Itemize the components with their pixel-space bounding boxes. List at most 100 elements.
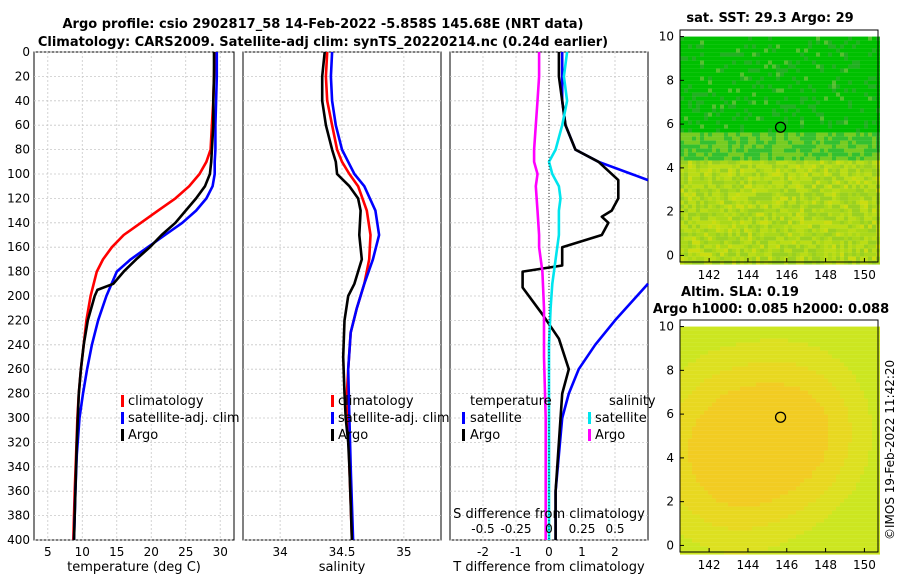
map-cell bbox=[848, 346, 852, 351]
map-cell bbox=[792, 216, 796, 221]
map-cell bbox=[760, 370, 764, 375]
map-cell bbox=[708, 450, 712, 455]
map-cell bbox=[844, 346, 848, 351]
map-cell bbox=[768, 128, 772, 133]
map-cell bbox=[736, 442, 740, 447]
map-cell bbox=[824, 176, 828, 181]
x-tick-label: 30 bbox=[213, 545, 228, 559]
map-cell bbox=[820, 220, 824, 225]
map-cell bbox=[780, 176, 784, 181]
map-cell bbox=[824, 48, 828, 53]
map-cell bbox=[864, 48, 868, 53]
map-cell bbox=[744, 76, 748, 81]
map-cell bbox=[828, 44, 832, 49]
map-cell bbox=[772, 204, 776, 209]
map-cell bbox=[872, 180, 876, 185]
map-cell bbox=[788, 414, 792, 419]
map-cell bbox=[684, 216, 688, 221]
map-cell bbox=[688, 462, 692, 467]
map-cell bbox=[764, 330, 768, 335]
map-cell bbox=[780, 104, 784, 109]
map-cell bbox=[756, 120, 760, 125]
map-cell bbox=[688, 406, 692, 411]
map-cell bbox=[852, 470, 856, 475]
map-cell bbox=[720, 64, 724, 69]
map-cell bbox=[744, 100, 748, 105]
map-cell bbox=[744, 386, 748, 391]
map-cell bbox=[708, 176, 712, 181]
map-cell bbox=[752, 72, 756, 77]
map-cell bbox=[804, 386, 808, 391]
map-cell bbox=[724, 240, 728, 245]
map-cell bbox=[776, 192, 780, 197]
map-cell bbox=[864, 430, 868, 435]
map-cell bbox=[860, 80, 864, 85]
map-cell bbox=[720, 52, 724, 57]
map-cell bbox=[832, 168, 836, 173]
map-cell bbox=[704, 378, 708, 383]
map-cell bbox=[848, 422, 852, 427]
map-cell bbox=[700, 116, 704, 121]
map-cell bbox=[720, 374, 724, 379]
map-cell bbox=[804, 462, 808, 467]
map-cell bbox=[824, 248, 828, 253]
map-cell bbox=[724, 160, 728, 165]
map-cell bbox=[688, 354, 692, 359]
map-cell bbox=[804, 446, 808, 451]
map-cell bbox=[808, 192, 812, 197]
map-cell bbox=[812, 136, 816, 141]
map-cell bbox=[868, 426, 872, 431]
map-cell bbox=[864, 326, 868, 331]
map-cell bbox=[824, 128, 828, 133]
map-cell bbox=[752, 200, 756, 205]
map-cell bbox=[796, 438, 800, 443]
map-cell bbox=[828, 40, 832, 45]
map-cell bbox=[736, 180, 740, 185]
map-cell bbox=[828, 192, 832, 197]
map-cell bbox=[816, 394, 820, 399]
map-cell bbox=[692, 478, 696, 483]
map-cell bbox=[812, 418, 816, 423]
map-cell bbox=[704, 172, 708, 177]
map-cell bbox=[720, 354, 724, 359]
map-cell bbox=[840, 434, 844, 439]
map-cell bbox=[732, 84, 736, 89]
map-cell bbox=[776, 330, 780, 335]
map-cell bbox=[856, 192, 860, 197]
map-cell bbox=[804, 398, 808, 403]
map-cell bbox=[848, 116, 852, 121]
map-cell bbox=[860, 176, 864, 181]
map-cell bbox=[704, 156, 708, 161]
map-cell bbox=[704, 390, 708, 395]
legend-label-s-satellite: satellite bbox=[595, 411, 647, 426]
map-cell bbox=[852, 112, 856, 117]
map-cell bbox=[768, 374, 772, 379]
map-cell bbox=[840, 164, 844, 169]
map-cell bbox=[720, 358, 724, 363]
map-cell bbox=[820, 48, 824, 53]
map-cell bbox=[764, 124, 768, 129]
map-cell bbox=[792, 144, 796, 149]
map-cell bbox=[772, 358, 776, 363]
map-cell bbox=[844, 386, 848, 391]
map-cell bbox=[704, 72, 708, 77]
map-cell bbox=[788, 164, 792, 169]
map-cell bbox=[716, 438, 720, 443]
map-cell bbox=[872, 248, 876, 253]
map-cell bbox=[772, 248, 776, 253]
map-cell bbox=[828, 410, 832, 415]
map-cell bbox=[860, 228, 864, 233]
map-cell bbox=[696, 382, 700, 387]
map-cell bbox=[692, 84, 696, 89]
map-cell bbox=[744, 244, 748, 249]
map-cell bbox=[840, 80, 844, 85]
map-cell bbox=[684, 176, 688, 181]
map-cell bbox=[864, 68, 868, 73]
map-cell bbox=[844, 68, 848, 73]
map-cell bbox=[800, 160, 804, 165]
map-cell bbox=[820, 374, 824, 379]
map-cell bbox=[704, 132, 708, 137]
map-cell bbox=[796, 342, 800, 347]
map-cell bbox=[800, 422, 804, 427]
map-cell bbox=[724, 108, 728, 113]
